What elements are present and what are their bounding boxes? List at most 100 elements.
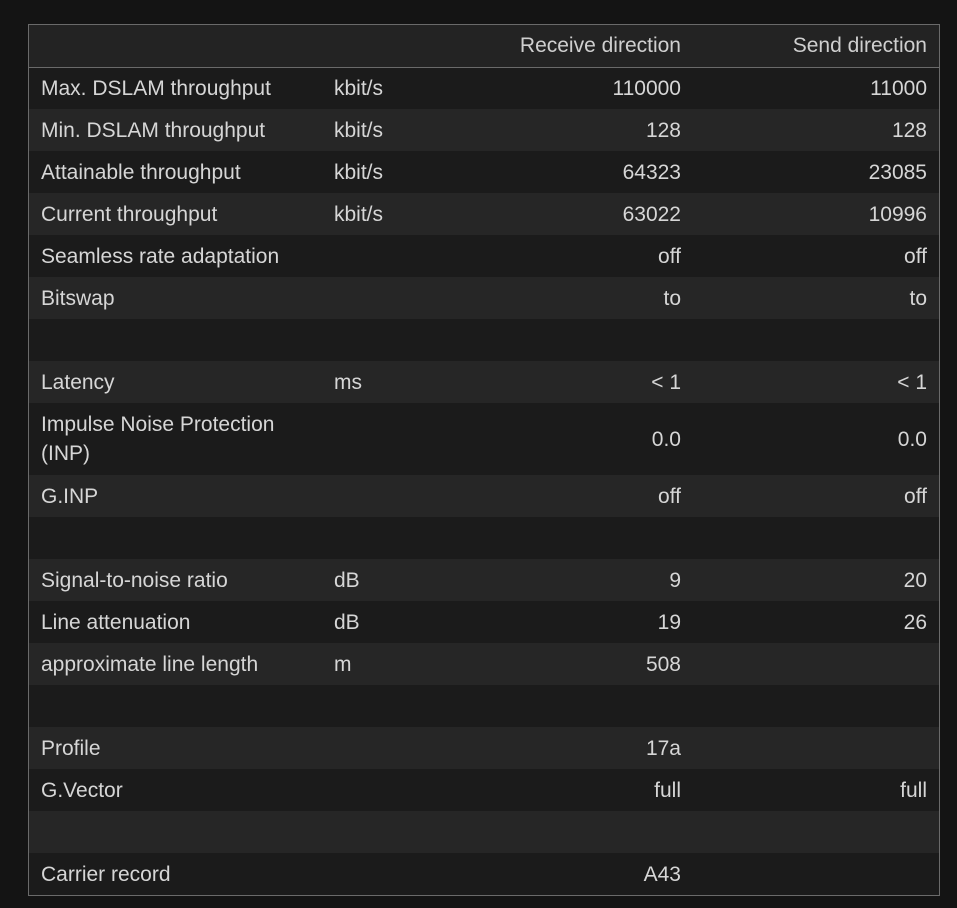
header-send-direction: Send direction [693,25,939,68]
row-send-value: < 1 [897,370,927,394]
row-receive-value: off [658,244,681,268]
row-receive-value: 64323 [622,160,681,184]
table-row: Min. DSLAM throughput kbit/s 128 128 [29,109,939,151]
table-row: Bitswap to to [29,277,939,319]
row-send-value: off [904,484,927,508]
row-send-value: 20 [903,568,927,592]
row-label: Seamless rate adaptation [41,244,280,268]
row-unit: kbit/s [334,76,384,100]
table-row: Profile 17a [29,727,939,769]
row-unit [323,769,418,811]
row-unit [323,811,418,853]
row-unit: ms [334,370,362,394]
row-send-value: to [909,286,927,310]
row-label: Max. DSLAM throughput [41,76,271,100]
row-unit [323,517,418,559]
table-row: Max. DSLAM throughput kbit/s 110000 1100… [29,67,939,109]
spacer-row [29,811,939,853]
row-unit: kbit/s [334,202,384,226]
table-row: approximate line length m 508 [29,643,939,685]
row-receive-value: A43 [643,862,681,886]
dsl-info-table: Receive direction Send direction Max. DS… [29,25,939,895]
table-row: G.INP off off [29,475,939,517]
row-receive-value: 9 [669,568,681,592]
row-send-value [693,853,939,895]
row-label: Signal-to-noise ratio [41,568,228,592]
row-unit [323,277,418,319]
table-row: Attainable throughput kbit/s 64323 23085 [29,151,939,193]
row-label [29,319,323,361]
row-unit [323,853,418,895]
row-unit: kbit/s [334,118,384,142]
table-row: Carrier record A43 [29,853,939,895]
row-label [29,811,323,853]
row-send-value: off [904,244,927,268]
row-label: Bitswap [41,286,115,310]
table-header-row: Receive direction Send direction [29,25,939,68]
row-send-value [693,517,939,559]
table-row: Latency ms < 1 < 1 [29,361,939,403]
table-row: Impulse Noise Protection (INP) 0.0 0.0 [29,403,939,475]
row-unit [323,685,418,727]
row-unit [323,235,418,277]
row-label [29,517,323,559]
row-send-value: 26 [903,610,927,634]
row-unit [323,403,418,475]
row-label: Latency [41,370,115,394]
row-label: Line attenuation [41,610,191,634]
row-label: Min. DSLAM throughput [41,118,266,142]
table-row: Signal-to-noise ratio dB 9 20 [29,559,939,601]
row-send-value: 0.0 [897,427,927,451]
row-receive-value: 19 [657,610,681,634]
row-label: Carrier record [41,862,171,886]
row-label: Profile [41,736,101,760]
row-send-value: full [900,778,927,802]
row-unit: m [334,652,352,676]
dsl-info-table-container: Receive direction Send direction Max. DS… [28,24,940,896]
row-send-value: 23085 [868,160,927,184]
row-receive-value: 0.0 [651,427,681,451]
table-row: Seamless rate adaptation off off [29,235,939,277]
row-receive-value: 63022 [622,202,681,226]
row-unit: dB [334,610,360,634]
row-label: Attainable throughput [41,160,241,184]
row-send-value [693,727,939,769]
row-receive-value [418,517,693,559]
spacer-row [29,685,939,727]
row-send-value: 11000 [870,76,927,100]
row-send-value [693,811,939,853]
header-label [29,25,323,68]
row-label: G.INP [41,484,99,508]
row-send-value: 128 [891,118,927,142]
row-receive-value: off [658,484,681,508]
header-receive-direction: Receive direction [418,25,693,68]
row-receive-value: 110000 [612,76,681,100]
row-label [29,685,323,727]
row-receive-value: to [663,286,681,310]
row-receive-value [418,811,693,853]
row-receive-value: 17a [645,736,681,760]
spacer-row [29,517,939,559]
row-receive-value: full [654,778,681,802]
row-receive-value [418,685,693,727]
table-row: Current throughput kbit/s 63022 10996 [29,193,939,235]
row-receive-value: 508 [645,652,681,676]
row-label: approximate line length [41,652,259,676]
row-unit: kbit/s [334,160,384,184]
row-unit [323,319,418,361]
row-unit [323,475,418,517]
spacer-row [29,319,939,361]
row-label: G.Vector [41,778,123,802]
header-unit [323,25,418,68]
row-send-value [693,685,939,727]
row-receive-value [418,319,693,361]
row-send-value [693,319,939,361]
table-row: Line attenuation dB 19 26 [29,601,939,643]
row-send-value [693,643,939,685]
row-label: Impulse Noise Protection (INP) [41,413,275,465]
row-label: Current throughput [41,202,218,226]
row-send-value: 10996 [868,202,927,226]
row-receive-value: 128 [645,118,681,142]
row-unit [323,727,418,769]
table-row: G.Vector full full [29,769,939,811]
